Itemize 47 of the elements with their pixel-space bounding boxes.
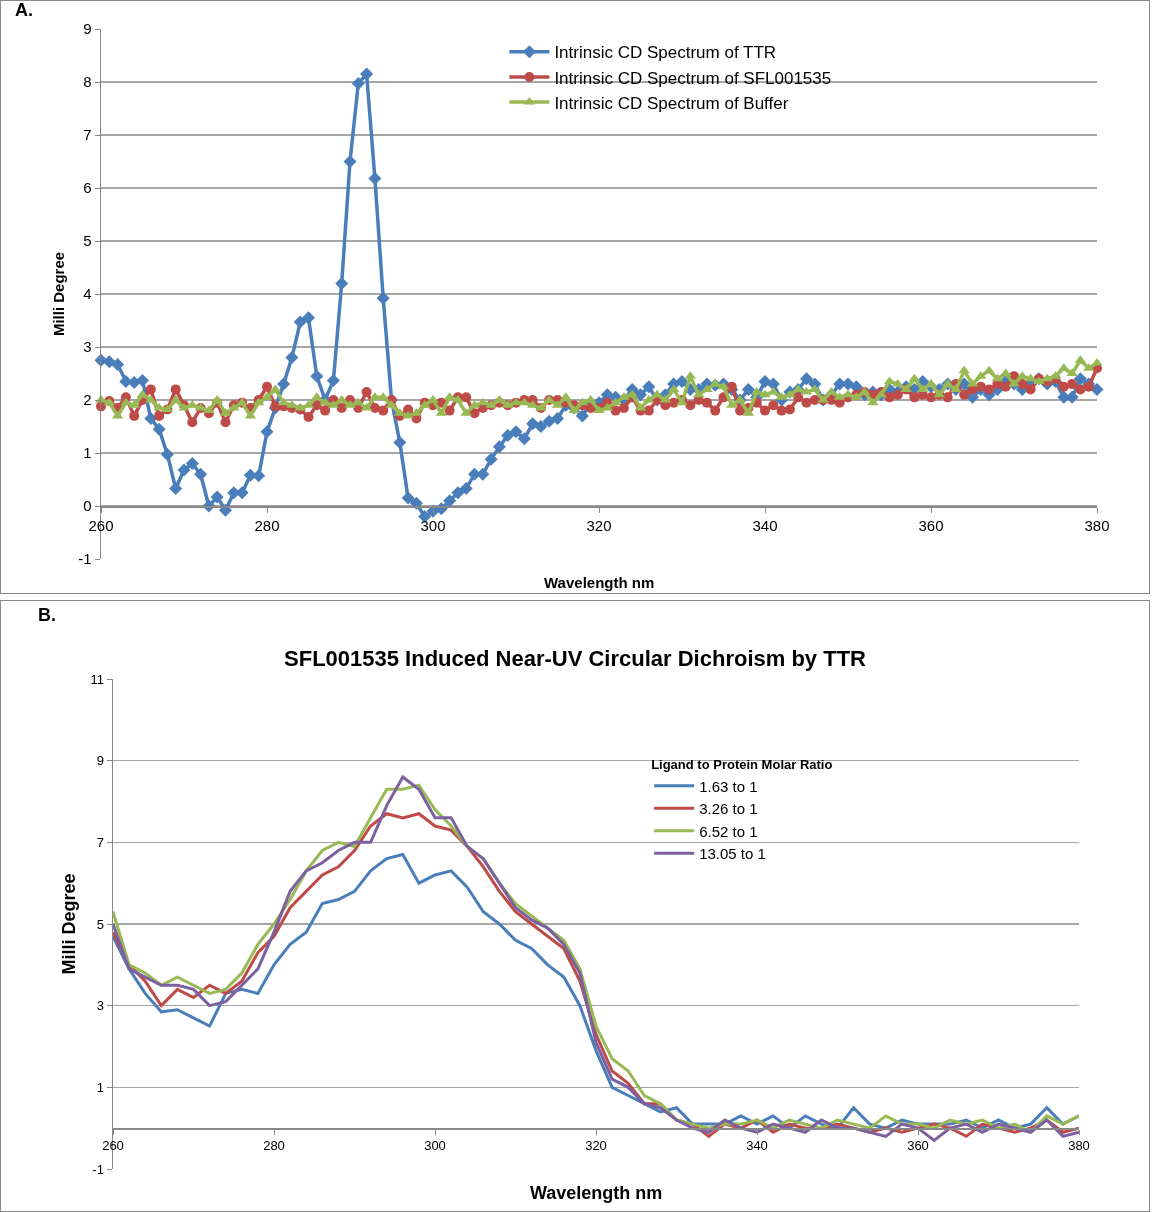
legend-label: Intrinsic CD Spectrum of TTR [554, 43, 777, 63]
y-tick-label: 11 [90, 671, 104, 687]
x-tick-label: 380 [1084, 516, 1110, 534]
x-tick-label: 340 [746, 1138, 768, 1154]
x-tick-label: 300 [420, 516, 446, 534]
x-tick-label: 320 [586, 516, 612, 534]
chart-title: SFL001535 Induced Near-UV Circular Dichroism by TTR [284, 645, 867, 671]
y-tick-label: 3 [83, 338, 92, 356]
x-tick-label: 340 [752, 516, 778, 534]
x-tick-label: 280 [263, 1138, 285, 1154]
legend-label: 13.05 to 1 [699, 845, 766, 862]
text: B. [38, 605, 56, 625]
y-tick-label: -1 [78, 550, 92, 568]
legend-title: Ligand to Protein Molar Ratio [651, 757, 833, 773]
text: A. [15, 0, 33, 20]
x-tick-label: 360 [918, 516, 944, 534]
y-tick-label: 8 [83, 73, 92, 91]
legend-label: 1.63 to 1 [699, 777, 758, 795]
y-tick-label: 2 [83, 391, 92, 409]
y-tick-label: 6 [83, 179, 92, 197]
y-tick-label: 7 [96, 834, 104, 850]
x-tick-label: 320 [585, 1138, 607, 1154]
legend-label: 6.52 to 1 [699, 822, 758, 840]
legend-label: Intrinsic CD Spectrum of SFL001535 [554, 68, 832, 88]
x-tick-label: 280 [254, 516, 280, 534]
legend-label: 3.26 to 1 [699, 800, 758, 817]
y-tick-label: 1 [96, 1079, 104, 1095]
y-tick-label: 0 [83, 497, 92, 515]
y-tick-label: 3 [96, 998, 104, 1014]
x-tick-label: 300 [424, 1138, 446, 1154]
y-tick-label: 1 [83, 444, 92, 462]
y-axis-title: Milli Degree [58, 873, 79, 975]
x-tick-label: 260 [88, 516, 114, 534]
x-tick-label: 380 [1068, 1138, 1090, 1154]
y-tick-label: 5 [83, 232, 92, 250]
y-tick-label: 7 [83, 126, 92, 144]
y-tick-label: 5 [96, 916, 104, 932]
x-axis-title: Wavelength nm [530, 1183, 663, 1203]
y-tick-label: 9 [83, 20, 92, 38]
x-tick-label: 360 [907, 1138, 929, 1154]
y-tick-label: 4 [83, 285, 92, 303]
y-tick-label: -1 [92, 1161, 104, 1177]
y-axis-title: Milli Degree [49, 251, 67, 337]
x-axis-title: Wavelength nm [544, 574, 655, 591]
y-tick-label: 9 [96, 753, 104, 769]
legend-label: Intrinsic CD Spectrum of Buffer [554, 93, 789, 113]
x-tick-label: 260 [102, 1138, 124, 1154]
